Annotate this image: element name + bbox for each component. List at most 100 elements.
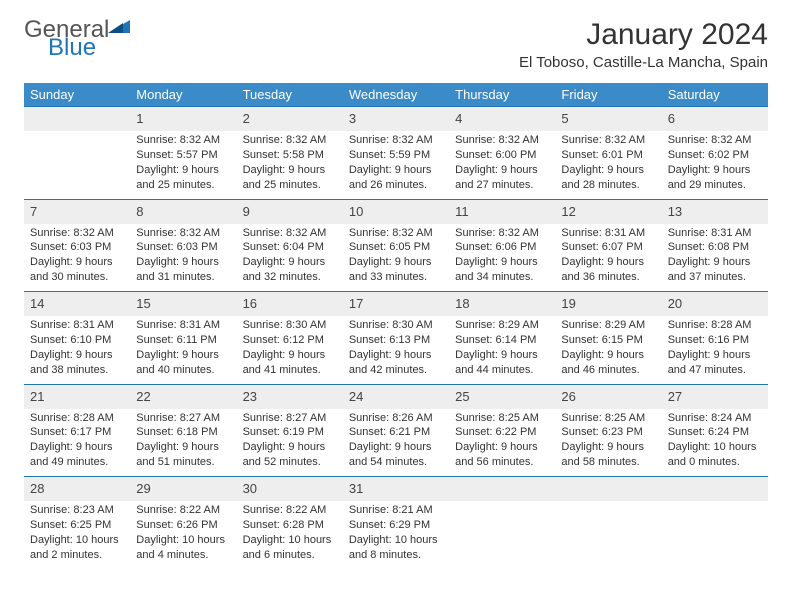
day-number: 2 bbox=[243, 111, 250, 126]
weekday-header: Monday bbox=[130, 83, 236, 107]
day-number-cell: 2 bbox=[237, 107, 343, 132]
weekday-header: Saturday bbox=[662, 83, 768, 107]
day-number-row: 123456 bbox=[24, 107, 768, 132]
daylight-text: and 30 minutes. bbox=[30, 270, 124, 285]
day-number-cell: 31 bbox=[343, 477, 449, 502]
daylight-text: Daylight: 10 hours bbox=[349, 533, 443, 548]
sunrise-text: Sunrise: 8:24 AM bbox=[668, 411, 762, 426]
daylight-text: Daylight: 9 hours bbox=[455, 255, 549, 270]
sunrise-text: Sunrise: 8:27 AM bbox=[243, 411, 337, 426]
weekday-header: Tuesday bbox=[237, 83, 343, 107]
day-number: 29 bbox=[136, 481, 150, 496]
day-content-cell: Sunrise: 8:28 AMSunset: 6:17 PMDaylight:… bbox=[24, 409, 130, 477]
day-content-cell: Sunrise: 8:24 AMSunset: 6:24 PMDaylight:… bbox=[662, 409, 768, 477]
daylight-text: and 33 minutes. bbox=[349, 270, 443, 285]
sunrise-text: Sunrise: 8:32 AM bbox=[349, 133, 443, 148]
sunset-text: Sunset: 6:22 PM bbox=[455, 425, 549, 440]
daylight-text: and 54 minutes. bbox=[349, 455, 443, 470]
day-number: 24 bbox=[349, 389, 363, 404]
day-content-cell: Sunrise: 8:32 AMSunset: 6:06 PMDaylight:… bbox=[449, 224, 555, 292]
day-number: 15 bbox=[136, 296, 150, 311]
sunset-text: Sunset: 6:11 PM bbox=[136, 333, 230, 348]
daylight-text: and 27 minutes. bbox=[455, 178, 549, 193]
daylight-text: Daylight: 9 hours bbox=[349, 440, 443, 455]
day-number-cell: 21 bbox=[24, 384, 130, 409]
daylight-text: Daylight: 9 hours bbox=[561, 255, 655, 270]
page-header: General Blue January 2024 El Toboso, Cas… bbox=[0, 0, 792, 79]
daylight-text: and 46 minutes. bbox=[561, 363, 655, 378]
daylight-text: Daylight: 9 hours bbox=[349, 255, 443, 270]
daylight-text: and 44 minutes. bbox=[455, 363, 549, 378]
daylight-text: and 38 minutes. bbox=[30, 363, 124, 378]
day-content-cell: Sunrise: 8:32 AMSunset: 6:03 PMDaylight:… bbox=[24, 224, 130, 292]
day-number: 10 bbox=[349, 204, 363, 219]
day-number: 3 bbox=[349, 111, 356, 126]
daylight-text: Daylight: 9 hours bbox=[455, 348, 549, 363]
day-number-cell bbox=[555, 477, 661, 502]
sunset-text: Sunset: 6:04 PM bbox=[243, 240, 337, 255]
weekday-header: Sunday bbox=[24, 83, 130, 107]
day-number-cell: 29 bbox=[130, 477, 236, 502]
day-number: 21 bbox=[30, 389, 44, 404]
sunset-text: Sunset: 6:08 PM bbox=[668, 240, 762, 255]
sunset-text: Sunset: 6:24 PM bbox=[668, 425, 762, 440]
day-number-cell: 23 bbox=[237, 384, 343, 409]
sunset-text: Sunset: 6:05 PM bbox=[349, 240, 443, 255]
daylight-text: and 6 minutes. bbox=[243, 548, 337, 563]
day-content-cell: Sunrise: 8:26 AMSunset: 6:21 PMDaylight:… bbox=[343, 409, 449, 477]
day-number-cell: 26 bbox=[555, 384, 661, 409]
daylight-text: and 25 minutes. bbox=[243, 178, 337, 193]
day-number-cell: 16 bbox=[237, 292, 343, 317]
daylight-text: and 36 minutes. bbox=[561, 270, 655, 285]
day-number-cell: 5 bbox=[555, 107, 661, 132]
daylight-text: Daylight: 9 hours bbox=[561, 440, 655, 455]
sunset-text: Sunset: 6:25 PM bbox=[30, 518, 124, 533]
day-number-cell: 18 bbox=[449, 292, 555, 317]
day-number: 25 bbox=[455, 389, 469, 404]
location-subtitle: El Toboso, Castille-La Mancha, Spain bbox=[519, 54, 768, 71]
logo-word-blue: Blue bbox=[48, 34, 96, 61]
sunrise-text: Sunrise: 8:28 AM bbox=[30, 411, 124, 426]
sunset-text: Sunset: 6:26 PM bbox=[136, 518, 230, 533]
sunset-text: Sunset: 6:01 PM bbox=[561, 148, 655, 163]
day-content-row: Sunrise: 8:32 AMSunset: 6:03 PMDaylight:… bbox=[24, 224, 768, 292]
day-content-cell: Sunrise: 8:31 AMSunset: 6:10 PMDaylight:… bbox=[24, 316, 130, 384]
day-number-cell: 8 bbox=[130, 199, 236, 224]
sunrise-text: Sunrise: 8:31 AM bbox=[561, 226, 655, 241]
day-number: 6 bbox=[668, 111, 675, 126]
daylight-text: Daylight: 9 hours bbox=[136, 163, 230, 178]
day-number: 30 bbox=[243, 481, 257, 496]
sunrise-text: Sunrise: 8:32 AM bbox=[243, 226, 337, 241]
sunrise-text: Sunrise: 8:30 AM bbox=[243, 318, 337, 333]
sunrise-text: Sunrise: 8:21 AM bbox=[349, 503, 443, 518]
brand-logo: General Blue bbox=[24, 18, 131, 66]
day-content-cell: Sunrise: 8:27 AMSunset: 6:18 PMDaylight:… bbox=[130, 409, 236, 477]
day-content-cell: Sunrise: 8:32 AMSunset: 6:02 PMDaylight:… bbox=[662, 131, 768, 199]
day-number: 8 bbox=[136, 204, 143, 219]
day-content-cell: Sunrise: 8:32 AMSunset: 6:03 PMDaylight:… bbox=[130, 224, 236, 292]
daylight-text: and 51 minutes. bbox=[136, 455, 230, 470]
day-number: 23 bbox=[243, 389, 257, 404]
daylight-text: Daylight: 9 hours bbox=[136, 348, 230, 363]
sunset-text: Sunset: 6:15 PM bbox=[561, 333, 655, 348]
day-number-cell: 6 bbox=[662, 107, 768, 132]
day-number-cell: 24 bbox=[343, 384, 449, 409]
sunrise-text: Sunrise: 8:22 AM bbox=[136, 503, 230, 518]
day-number-cell: 9 bbox=[237, 199, 343, 224]
sunrise-text: Sunrise: 8:27 AM bbox=[136, 411, 230, 426]
daylight-text: and 29 minutes. bbox=[668, 178, 762, 193]
day-content-cell bbox=[555, 501, 661, 569]
sunrise-text: Sunrise: 8:32 AM bbox=[30, 226, 124, 241]
daylight-text: Daylight: 9 hours bbox=[668, 348, 762, 363]
daylight-text: and 4 minutes. bbox=[136, 548, 230, 563]
sunset-text: Sunset: 5:58 PM bbox=[243, 148, 337, 163]
day-content-row: Sunrise: 8:32 AMSunset: 5:57 PMDaylight:… bbox=[24, 131, 768, 199]
day-number: 27 bbox=[668, 389, 682, 404]
day-number-cell: 13 bbox=[662, 199, 768, 224]
sunset-text: Sunset: 6:13 PM bbox=[349, 333, 443, 348]
day-number: 13 bbox=[668, 204, 682, 219]
day-number: 22 bbox=[136, 389, 150, 404]
day-number: 31 bbox=[349, 481, 363, 496]
weekday-header: Thursday bbox=[449, 83, 555, 107]
day-number: 26 bbox=[561, 389, 575, 404]
